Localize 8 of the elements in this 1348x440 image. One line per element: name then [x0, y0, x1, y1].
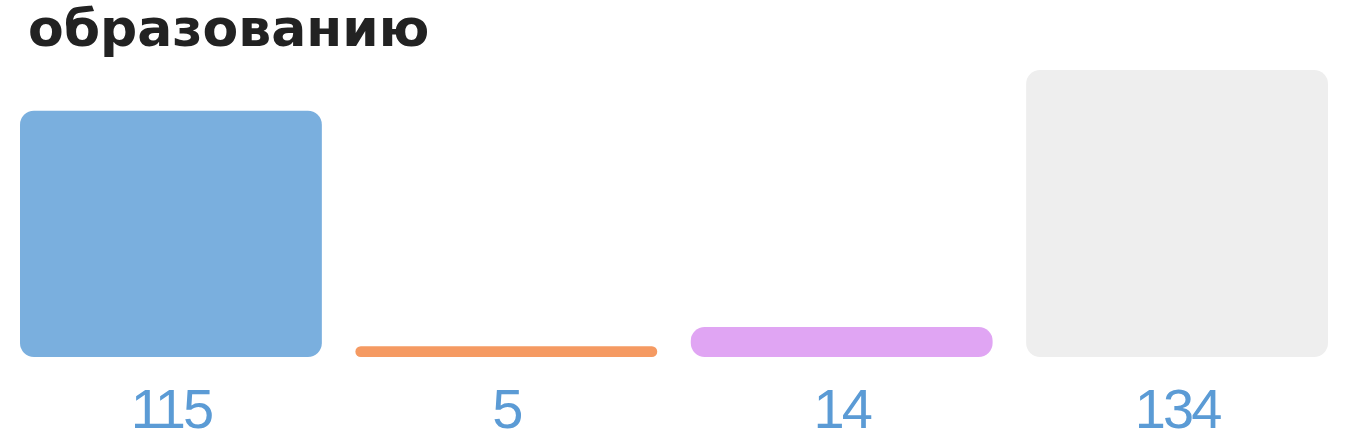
data-label: 14	[813, 377, 872, 440]
bar	[355, 346, 658, 357]
data-label: 115	[130, 377, 212, 440]
data-label: 134	[1134, 377, 1222, 440]
bar	[20, 110, 322, 357]
chart-title: образованию	[28, 0, 430, 58]
bar	[690, 327, 993, 357]
data-label: 5	[492, 377, 522, 440]
